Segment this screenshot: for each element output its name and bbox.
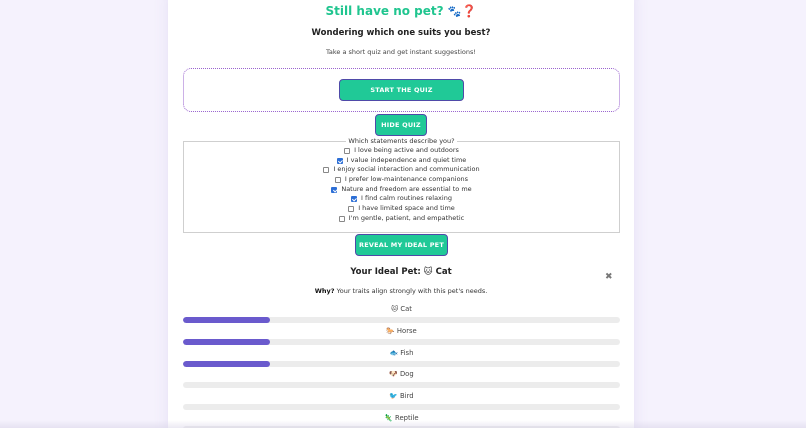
why-text: Your traits align strongly with this pet… (336, 287, 488, 295)
result-title-prefix: Your Ideal Pet: (350, 267, 421, 277)
score-label: 🐶 Dog (183, 368, 620, 380)
fish-icon: 🐟 (389, 348, 399, 357)
reveal-ideal-pet-button[interactable]: REVEAL MY IDEAL PET (355, 234, 448, 256)
checkbox[interactable] (344, 147, 351, 154)
statement-option[interactable]: I find calm routines relaxing (351, 194, 452, 204)
checkbox[interactable] (336, 157, 343, 164)
statement-option[interactable]: I prefer low-maintenance companions (334, 175, 469, 185)
paw-icon: 🐾 (447, 5, 462, 18)
pet-name: Reptile (395, 413, 419, 422)
page-title: Still have no pet? 🐾❓ (168, 4, 634, 18)
option-label: Nature and freedom are essential to me (341, 184, 472, 193)
option-label: I have limited space and time (358, 204, 455, 213)
score-label: 🦎 Reptile (183, 412, 620, 424)
option-label: I love being active and outdoors (354, 146, 459, 154)
progress-track (183, 382, 620, 389)
dog-icon: 🐶 (389, 370, 398, 379)
score-label: 🐎 Horse (183, 325, 620, 337)
statement-option[interactable]: I value independence and quiet time (336, 155, 467, 166)
option-label: I value independence and quiet time (346, 155, 467, 164)
statement-option[interactable]: I'm gentle, patient, and empathetic (338, 213, 465, 224)
question-mark-icon: ❓ (461, 4, 477, 18)
subtitle: Wondering which one suits you best? (311, 28, 491, 38)
reptile-icon: 🦎 (384, 413, 393, 422)
result-title: Your Ideal Pet: 🐱 Cat (168, 267, 634, 277)
statement-option[interactable]: I enjoy social interaction and communica… (323, 165, 480, 175)
option-label: I find calm routines relaxing (361, 194, 452, 203)
result-pet-name: Cat (435, 267, 452, 277)
why-label: Why? (314, 287, 335, 295)
start-quiz-button[interactable]: START THE QUIZ (339, 79, 464, 101)
option-label: I'm gentle, patient, and empathetic (348, 213, 465, 222)
statement-option[interactable]: I have limited space and time (348, 204, 455, 214)
progress-track (183, 338, 620, 345)
pet-score-bars: 🐱 Cat 🐎 Horse 🐟 Fish 🐶 Dog 🐦 Bird 🦎 Rept… (183, 303, 620, 428)
score-label: 🐟 Fish (183, 347, 620, 359)
checkbox[interactable] (334, 176, 341, 183)
quiz-start-container (183, 68, 620, 112)
option-label: I enjoy social interaction and communica… (333, 165, 480, 174)
progress-fill (183, 317, 271, 323)
score-row-cat: 🐱 Cat (183, 303, 620, 325)
checkbox[interactable] (351, 196, 358, 203)
cat-icon: 🐱 (423, 267, 433, 277)
bird-icon: 🐦 (389, 392, 398, 401)
score-label: 🐱 Cat (183, 303, 620, 315)
hide-quiz-button[interactable]: HIDE QUIZ (375, 114, 427, 136)
progress-track (183, 360, 620, 367)
checkbox[interactable] (331, 186, 338, 193)
tagline: Take a short quiz and get instant sugges… (325, 48, 477, 56)
option-label: I prefer low-maintenance companions (344, 175, 469, 184)
bottom-shadow (0, 420, 806, 428)
close-icon[interactable]: ✖ (605, 272, 613, 282)
checkbox[interactable] (338, 215, 345, 222)
pet-name: Bird (400, 392, 414, 401)
progress-track (183, 317, 620, 323)
score-row-horse: 🐎 Horse (183, 325, 620, 347)
checkbox[interactable] (323, 167, 330, 174)
pet-name: Horse (396, 326, 417, 335)
progress-fill (183, 360, 271, 367)
title-text: Still have no pet? (325, 4, 444, 18)
pet-name: Dog (399, 370, 414, 379)
cat-icon: 🐱 (391, 305, 399, 313)
statement-option[interactable]: Nature and freedom are essential to me (331, 184, 472, 195)
statements-fieldset: Which statements describe you? I love be… (183, 137, 620, 233)
score-row-fish: 🐟 Fish (183, 347, 620, 369)
statement-option[interactable]: I love being active and outdoors (344, 146, 459, 156)
progress-track (183, 404, 620, 411)
checkbox[interactable] (348, 205, 355, 212)
pet-quiz-card: Still have no pet? 🐾❓ Wondering which on… (168, 0, 634, 428)
score-row-bird: 🐦 Bird (183, 390, 620, 412)
statement-list: I love being active and outdoors I value… (184, 146, 619, 224)
pet-name: Cat (400, 305, 412, 313)
progress-fill (183, 338, 271, 345)
score-row-dog: 🐶 Dog (183, 368, 620, 390)
result-explanation: Why? Your traits align strongly with thi… (168, 287, 634, 295)
horse-icon: 🐎 (386, 326, 395, 335)
statements-legend: Which statements describe you? (348, 137, 455, 145)
pet-name: Fish (400, 348, 414, 357)
score-label: 🐦 Bird (183, 390, 620, 402)
